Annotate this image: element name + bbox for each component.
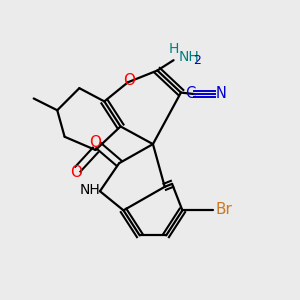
Text: 2: 2 [193, 54, 201, 67]
Text: C: C [184, 86, 195, 101]
Text: O: O [70, 165, 83, 180]
Text: NH: NH [79, 183, 100, 197]
Text: N: N [216, 86, 227, 101]
Text: NH: NH [179, 50, 200, 64]
Text: H: H [168, 42, 179, 56]
Text: O: O [123, 73, 135, 88]
Text: O: O [89, 135, 101, 150]
Text: Br: Br [215, 202, 232, 217]
